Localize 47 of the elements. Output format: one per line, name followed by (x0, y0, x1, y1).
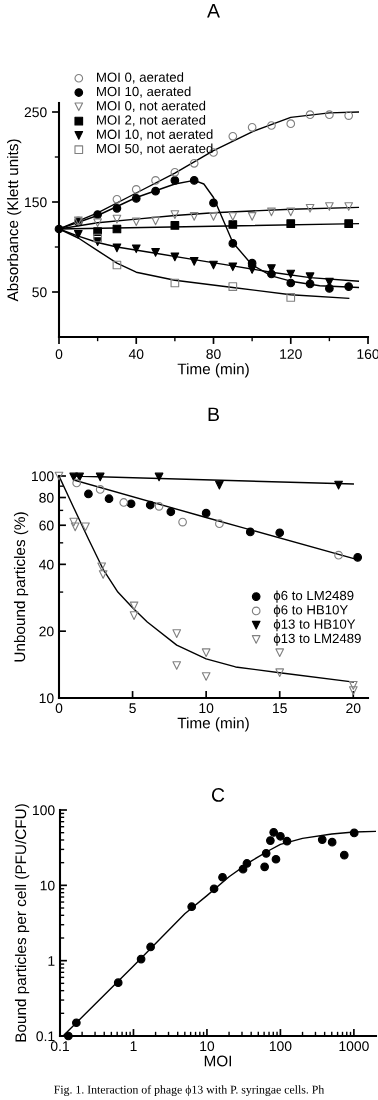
x-tick-label: 1 (130, 1041, 137, 1051)
x-tick-label: 1000 (339, 1041, 369, 1052)
y-tick-label: 20 (39, 626, 54, 637)
legend-label: MOI 10, not aerated (97, 129, 213, 141)
x-tick-label: 0 (55, 703, 63, 714)
x-tick-label: 120 (280, 349, 302, 360)
y-tick-label: 10 (40, 880, 55, 891)
y-axis-title: Bound particles per cell (PFU/CFU) (14, 804, 30, 1042)
chart-title: B (208, 407, 219, 422)
x-tick-label: 0.1 (50, 1041, 69, 1052)
y-tick-label: 100 (32, 471, 54, 482)
x-tick-label: 0 (55, 349, 63, 360)
x-axis-title: Time (min) (177, 363, 249, 378)
legend-label: MOI 0, aerated (97, 72, 184, 84)
legend-label: MOI 2, not aerated (97, 114, 206, 127)
y-tick-label: 40 (39, 559, 54, 570)
legend-label: MOI 50, not aerated (97, 143, 213, 155)
x-tick-label: 100 (269, 1041, 292, 1052)
caption: Fig. 1. Interaction of phage ϕ13 with P. syringae cells. Ph (54, 1085, 325, 1096)
x-tick-label: 20 (346, 703, 361, 714)
y-tick-label: 150 (25, 197, 47, 208)
y-tick-label: 50 (32, 287, 47, 298)
y-tick-label: 100 (33, 805, 55, 816)
y-axis-title: Absorbance (Klett units) (7, 139, 22, 302)
y-tick-label: 1 (48, 956, 55, 966)
y-tick-label: 10 (39, 693, 54, 704)
legend-label: MOI 0, not aerated (97, 100, 206, 112)
y-tick-label: 250 (24, 107, 47, 118)
x-tick-label: 40 (128, 349, 144, 360)
x-tick-label: 15 (273, 703, 287, 714)
x-axis-title: Time (min) (177, 717, 249, 732)
y-axis-title: Unbound particles (%) (13, 512, 29, 662)
x-axis-title: MOI (204, 1055, 232, 1067)
chart-title: C (211, 788, 225, 802)
legend-label: ϕ6 to HB10Y (273, 604, 348, 618)
x-tick-label: 80 (206, 349, 221, 360)
x-tick-label: 10 (199, 703, 214, 714)
legend-label: ϕ6 to LM2489 (273, 590, 354, 603)
x-tick-label: 10 (200, 1041, 215, 1052)
legend-label: ϕ13 to HB10Y (273, 619, 356, 632)
y-tick-label: 80 (39, 492, 54, 503)
y-tick-label: 0.1 (36, 1031, 55, 1042)
legend-label: MOI 10, aerated (97, 86, 191, 98)
y-tick-label: 60 (39, 520, 54, 531)
x-tick-label: 5 (129, 703, 136, 714)
legend-label: ϕ13 to LM2489 (273, 633, 361, 646)
chart-title: A (207, 4, 220, 18)
